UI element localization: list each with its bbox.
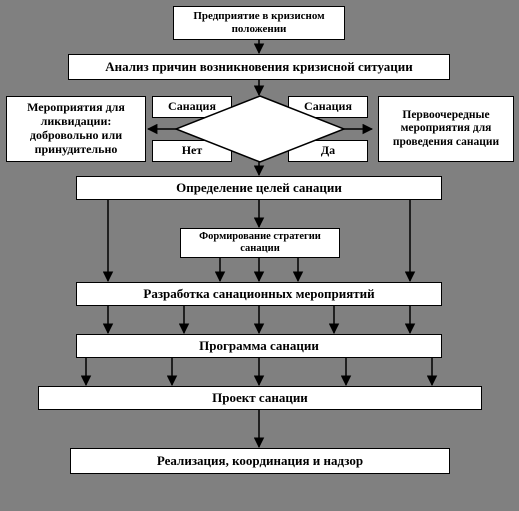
flowchart-canvas: Предприятие в кризисном положении Анализ… — [0, 0, 519, 511]
label-yes: Да — [288, 140, 368, 162]
node-priority-measures: Первоочередные мероприятия для проведени… — [378, 96, 514, 162]
node-implementation: Реализация, координация и надзор — [70, 448, 450, 474]
label-sanation-left: Санация — [152, 96, 232, 118]
node-goal-definition: Определение целей санации — [76, 176, 442, 200]
label-sanation-right: Санация — [288, 96, 368, 118]
node-liquidation-measures: Мероприятия для ликвидации: добровольно … — [6, 96, 146, 162]
node-sanation-project: Проект санации — [38, 386, 482, 410]
node-strategy-formation: Формирование стратегии санации — [180, 228, 340, 258]
node-measure-development: Разработка санационных мероприятий — [76, 282, 442, 306]
node-sanation-program: Программа санации — [76, 334, 442, 358]
node-crisis-enterprise: Предприятие в кризисном положении — [173, 6, 345, 40]
node-cause-analysis: Анализ причин возникновения кризисной си… — [68, 54, 450, 80]
label-no: Нет — [152, 140, 232, 162]
